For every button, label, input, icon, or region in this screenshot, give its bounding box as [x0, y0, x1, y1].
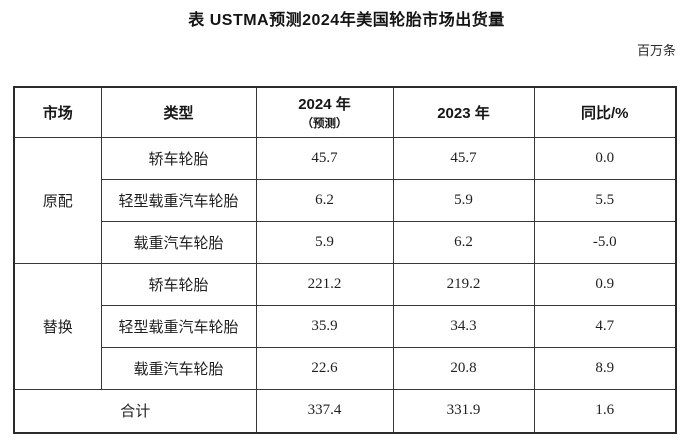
cell-total-yoy: 1.6 — [533, 388, 677, 434]
cell-type: 轻型载重汽车轮胎 — [100, 178, 257, 222]
table-header-row: 市场 类型 2024 年 （预测） 2023 年 同比/% — [13, 86, 677, 138]
unit-label: 百万条 — [636, 43, 676, 58]
table-row: 载重汽车轮胎 5.9 6.2 -5.0 — [14, 220, 677, 264]
cell-type: 轻型载重汽车轮胎 — [100, 304, 257, 348]
cell-2023-value: 34.3 — [392, 304, 535, 348]
header-2024: 2024 年 （预测） — [255, 86, 394, 138]
header-type: 类型 — [100, 86, 257, 138]
cell-2024-value: 5.9 — [255, 220, 394, 264]
header-2023: 2023 年 — [392, 86, 535, 138]
cell-2024-value: 221.2 — [255, 262, 394, 306]
cell-market-replacement: 替换 — [13, 262, 102, 390]
cell-type: 轿车轮胎 — [100, 136, 257, 180]
cell-2024-value: 35.9 — [255, 304, 394, 348]
table-row: 轻型载重汽车轮胎 6.2 5.9 5.5 — [14, 178, 677, 222]
cell-yoy-value: 8.9 — [533, 346, 677, 390]
cell-2023-value: 20.8 — [392, 346, 535, 390]
table-row: 替换 轿车轮胎 221.2 219.2 0.9 — [13, 262, 677, 390]
cell-yoy-value: 5.5 — [533, 178, 677, 222]
cell-yoy-value: 4.7 — [533, 304, 677, 348]
cell-2023-value: 219.2 — [392, 262, 535, 306]
header-market: 市场 — [13, 86, 102, 138]
header-yoy: 同比/% — [533, 86, 677, 138]
page-title: 表 USTMA预测2024年美国轮胎市场出货量 — [188, 12, 505, 29]
table-row: 轻型载重汽车轮胎 35.9 34.3 4.7 — [14, 304, 677, 348]
table-row: 原配 轿车轮胎 45.7 45.7 0.0 — [13, 136, 677, 264]
cell-2023-value: 45.7 — [392, 136, 535, 180]
cell-total-label: 合计 — [13, 388, 257, 434]
cell-2024-value: 45.7 — [255, 136, 394, 180]
table-row: 载重汽车轮胎 22.6 20.8 8.9 — [14, 346, 677, 390]
header-2024-year: 2024 年 — [298, 96, 351, 114]
cell-2023-value: 6.2 — [392, 220, 535, 264]
cell-type: 载重汽车轮胎 — [100, 346, 257, 390]
cell-total-2024: 337.4 — [255, 388, 394, 434]
cell-yoy-value: 0.9 — [533, 262, 677, 306]
cell-type: 轿车轮胎 — [100, 262, 257, 306]
cell-2024-value: 6.2 — [255, 178, 394, 222]
table-total-row: 合计 337.4 331.9 1.6 — [13, 388, 677, 434]
cell-type: 载重汽车轮胎 — [100, 220, 257, 264]
tire-shipment-table: 市场 类型 2024 年 （预测） 2023 年 同比/% 原配 轿车轮胎 45… — [13, 86, 677, 434]
cell-total-2023: 331.9 — [392, 388, 535, 434]
cell-yoy-value: -5.0 — [533, 220, 677, 264]
cell-yoy-value: 0.0 — [533, 136, 677, 180]
header-2024-forecast: （预测） — [301, 118, 348, 131]
cell-2024-value: 22.6 — [255, 346, 394, 390]
cell-2023-value: 5.9 — [392, 178, 535, 222]
cell-market-oe: 原配 — [13, 136, 102, 264]
